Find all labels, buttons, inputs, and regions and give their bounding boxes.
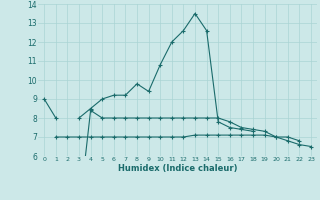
X-axis label: Humidex (Indice chaleur): Humidex (Indice chaleur) (118, 164, 237, 173)
